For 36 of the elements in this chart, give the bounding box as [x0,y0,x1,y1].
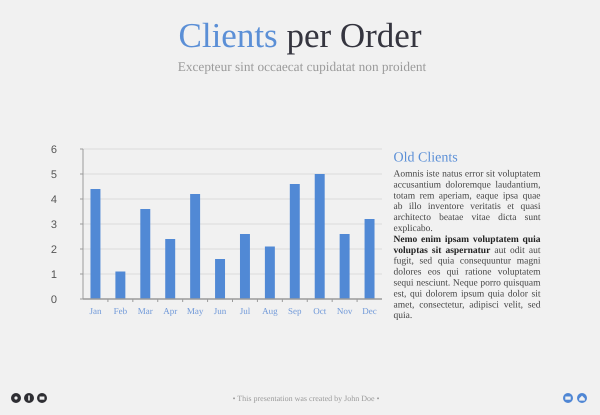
x-tick-label: Jan [89,306,102,316]
bar [364,219,375,299]
x-tick-label: Sep [288,306,302,316]
bar [314,174,325,299]
bar [140,209,150,299]
y-tick-label: 3 [50,218,57,231]
x-tick-label: Apr [163,306,178,316]
bar [215,259,226,299]
bar [190,194,200,299]
x-tick-label: Feb [114,306,128,316]
x-tick-label: Aug [262,306,278,316]
bar [290,184,300,299]
chart-title: Clients per Order [178,16,422,55]
bar [340,234,350,299]
y-tick-label: 4 [50,194,57,206]
x-tick-label: Oct [313,306,327,316]
bar [240,234,250,299]
x-tick-label: May [186,306,204,316]
x-tick-label: Jun [214,306,227,316]
y-tick-label: 6 [50,144,57,156]
y-tick-label: 5 [50,168,57,181]
bar [115,272,126,299]
text: Aomnis iste natus error sit voluptatem accusantium doloremque laudantium, totam rem aperiam, eaque ipsa quae ab illo inventore veritatis et quasi architecto beatae vitae dicta sunt explicabo. [394,170,541,234]
text: Old Clients [394,150,458,166]
x-tick-label: Dec [362,306,377,316]
y-tick-label: 2 [50,244,57,256]
bar [90,189,100,299]
bar [264,246,275,299]
x-tick-label: Mar [138,306,153,316]
x-tick-label: Jul [240,306,251,316]
y-tick-label: 1 [50,268,57,281]
bar [165,239,176,299]
y-tick-label: 0 [50,294,57,306]
x-tick-label: Nov [336,306,353,316]
chart-subtitle: Excepteur sint occaecat cupidatat non proident [178,59,427,74]
text: • This presentation was created by John Doe • [232,394,380,403]
